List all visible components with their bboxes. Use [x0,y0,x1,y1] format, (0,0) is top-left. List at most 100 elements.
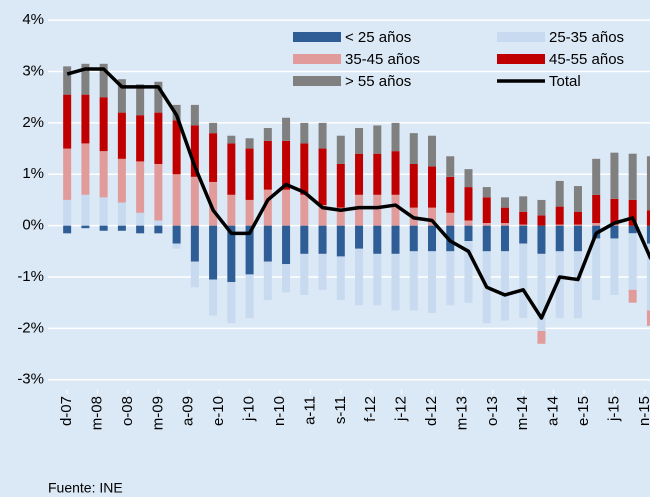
bar-segment [500,225,509,252]
legend-label: > 55 años [345,73,411,90]
bar-segment [263,189,272,226]
bar-segment [610,152,619,199]
bar-segment [99,97,108,152]
bar-segment [592,158,601,195]
bar-segment [136,84,145,116]
bar-segment [519,211,528,225]
bar-segment [555,206,564,225]
bar-segment [355,194,364,226]
grid [48,19,650,381]
x-tick-label: j-12 [393,396,410,422]
bar-segment [154,81,163,113]
x-tick-label: d-12 [423,396,440,426]
bar-segment [464,169,473,188]
bar-segment [500,207,509,224]
bar-segment [190,225,199,262]
bar-segment [610,225,619,239]
bar-segment [428,207,437,226]
bar-segment [537,215,546,226]
bar-segment [336,163,345,208]
bar-segment [555,180,564,207]
bar-segment [300,225,309,254]
bar-segment [117,158,126,203]
x-tick-label: a-09 [180,396,197,426]
bar-segment [519,196,528,212]
bar-segment [573,251,582,319]
bar-segment [592,238,601,301]
bar-segment [117,202,126,226]
bar-segment [555,251,564,319]
bar-segment [300,194,309,226]
bar-segment [63,94,72,149]
bar-segment [373,153,382,195]
bar-segment [391,225,400,254]
bar-segment [318,122,327,149]
bar-segment [409,251,418,311]
bar-segment [172,225,181,244]
y-tick-label: -3% [17,371,44,388]
bar-segment [628,233,637,290]
y-tick-label: 4% [22,11,44,28]
bar-segment [99,151,108,198]
x-tick-label: e-10 [210,396,227,426]
bar-segment [464,241,473,303]
bar-segment [446,251,455,306]
total-line [66,67,650,320]
bar-segment [391,151,400,195]
bar-segment [537,253,546,331]
bar-segment [428,166,437,208]
bar-segment [355,248,364,306]
bar-segment [391,253,400,311]
bar-segment [245,225,254,275]
bar-segment [300,122,309,144]
bar-segment [428,251,437,313]
x-tick-label: a-14 [545,396,562,426]
bar-segment [318,225,327,254]
bar-segment [573,224,582,226]
bar-segment [573,211,582,225]
bar-segment [446,156,455,177]
x-tick-label: a-11 [301,396,318,425]
bar-segment [227,282,236,324]
legend: < 25 años 25-35 años 35-45 años 45-55 años >… [293,29,624,90]
bar-segment [99,63,108,98]
bar-segment [537,330,546,344]
bar-segment [245,199,254,226]
bar-segment [282,264,291,293]
bar-segment [209,225,218,280]
x-tick-label: j-10 [241,396,258,422]
legend-swatch [497,54,545,64]
bar-segment [81,225,90,229]
line-layer [66,67,650,320]
bar-segment [482,197,491,224]
bar-segment [245,274,254,319]
bar-segment [373,225,382,254]
bar-segment [154,112,163,164]
bar-segment [263,128,272,141]
x-tick-label: e-15 [575,396,592,426]
bar-segment [409,225,418,252]
bar-segment [537,199,546,216]
bar-segment [482,187,491,198]
bar-segment [336,135,345,164]
x-tick-label: j-15 [605,396,622,422]
legend-swatch [293,76,341,86]
bar-segment [81,143,90,195]
x-tick-label: m-14 [514,396,531,430]
bar-segment [409,163,418,208]
bar-segment [81,63,90,95]
x-tick-label: s-11 [332,396,349,424]
bar-segment [573,186,582,212]
legend-swatch [293,32,341,42]
x-tick-label: d-07 [58,396,75,426]
bar-segment [227,143,236,195]
legend-label: < 25 años [345,29,411,46]
bar-segment [63,148,72,200]
bar-segment [592,194,601,224]
bar-segment [318,148,327,206]
bar-segment [628,199,637,226]
bar-segment [263,225,272,262]
bar-segment [136,212,145,226]
bar-segment [391,122,400,152]
y-tick-label: -1% [17,268,44,285]
